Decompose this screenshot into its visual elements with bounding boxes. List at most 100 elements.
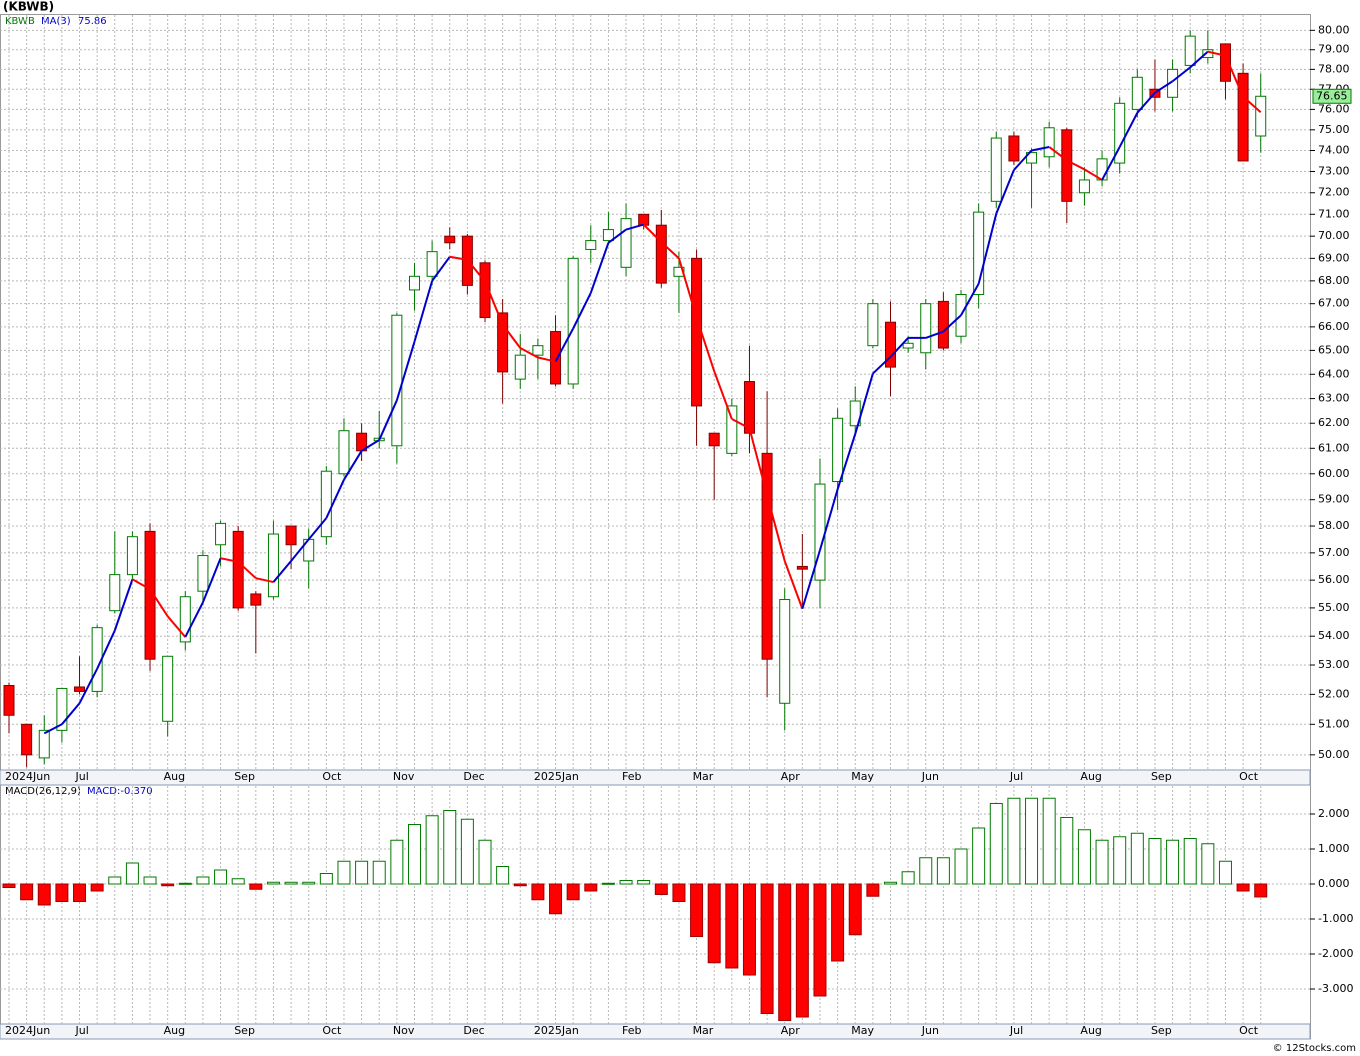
- ma-segment: [466, 259, 486, 283]
- candle-body: [1114, 102, 1126, 164]
- macd-bar: [90, 883, 104, 892]
- y-tick-label: 55.00: [1318, 601, 1350, 614]
- macd-bar: [690, 883, 704, 937]
- candle-body: [779, 599, 791, 704]
- y-tick-label: 69.00: [1318, 251, 1350, 264]
- macd-bar: [1113, 836, 1127, 885]
- candle-body: [1131, 76, 1143, 110]
- macd-bar: [284, 881, 298, 885]
- y-tick-label: 76.00: [1318, 102, 1350, 115]
- macd-bar: [1077, 829, 1091, 885]
- macd-bar: [866, 883, 880, 897]
- ma-segment: [766, 494, 786, 562]
- legend-ma: MA(3): [41, 16, 71, 27]
- macd-bar: [443, 810, 457, 885]
- ma-segment: [695, 317, 716, 372]
- y-tick-label: 1.000: [1318, 842, 1350, 855]
- candle-body: [444, 235, 456, 244]
- candle-body: [1078, 179, 1090, 194]
- y-tick-label: 73.00: [1318, 164, 1350, 177]
- x-tick-label: Jun: [921, 1024, 939, 1037]
- macd-bar: [1095, 839, 1109, 885]
- y-tick-label: 65.00: [1318, 343, 1350, 356]
- candle-body: [179, 596, 191, 643]
- macd-bar: [1218, 860, 1232, 885]
- macd-bar: [478, 839, 492, 885]
- y-tick-label: 61.00: [1318, 441, 1350, 454]
- macd-bar: [707, 883, 721, 964]
- ma-segment: [1031, 145, 1050, 152]
- candle-body: [973, 211, 985, 296]
- macd-bar: [108, 876, 122, 885]
- candle-body: [391, 314, 403, 447]
- ma-segment: [960, 283, 980, 316]
- macd-value-label: MACD:-0.370: [87, 786, 153, 797]
- ma-segment: [484, 281, 504, 325]
- candle-body: [126, 536, 138, 576]
- macd-bar: [795, 883, 809, 1018]
- y-tick-label: 75.00: [1318, 123, 1350, 136]
- ma-segment: [166, 615, 187, 638]
- last-price-box: [1312, 88, 1352, 104]
- ma-segment: [942, 314, 962, 333]
- macd-bar: [2, 883, 16, 888]
- macd-bar: [813, 883, 827, 997]
- y-tick-label: 80.00: [1318, 23, 1350, 36]
- y-tick-label: 58.00: [1318, 519, 1350, 532]
- macd-bar: [319, 873, 333, 885]
- x-tick-label: Apr: [781, 1024, 801, 1037]
- candle-body: [3, 684, 15, 716]
- y-tick-label: 52.00: [1318, 687, 1350, 700]
- y-tick-label: 51.00: [1318, 717, 1350, 730]
- macd-bar: [1236, 883, 1250, 892]
- macd-bar: [742, 883, 756, 976]
- x-tick-label: Mar: [693, 770, 714, 783]
- candle-body: [56, 687, 68, 731]
- ma-segment: [801, 549, 821, 610]
- candle-body: [285, 525, 297, 546]
- macd-bar: [725, 883, 739, 969]
- candle-body: [267, 533, 279, 598]
- macd-bar: [972, 827, 986, 885]
- ma-segment: [307, 517, 328, 541]
- candle-body: [514, 354, 526, 380]
- y-tick-label: 53.00: [1318, 658, 1350, 671]
- y-tick-label: 68.00: [1318, 274, 1350, 287]
- x-tick-label: 2025Jan: [534, 1024, 579, 1037]
- candle-body: [885, 321, 896, 368]
- ma-segment: [607, 228, 627, 244]
- macd-bar: [584, 883, 598, 892]
- macd-bar: [496, 866, 510, 885]
- macd-bar: [1254, 883, 1268, 898]
- legend-ma-value: 75.86: [78, 16, 107, 27]
- macd-bar: [231, 878, 245, 885]
- ma-segment: [519, 347, 539, 359]
- ma-segment: [1118, 112, 1139, 148]
- y-tick-label: 2.000: [1318, 807, 1350, 820]
- macd-bar: [936, 857, 950, 885]
- last-price-label: 76.65: [1316, 89, 1348, 102]
- ma-segment: [395, 341, 416, 401]
- macd-bar: [249, 883, 263, 890]
- ma-segment: [1242, 95, 1262, 113]
- candle-body: [620, 218, 632, 268]
- ma-segment: [361, 439, 380, 452]
- ma-segment: [977, 213, 998, 285]
- candle-body: [21, 723, 33, 756]
- candle-body: [1184, 35, 1196, 66]
- ma-segment: [783, 560, 804, 610]
- y-tick-label: -2.000: [1318, 947, 1353, 960]
- candle-body: [1219, 43, 1231, 82]
- ma-segment: [1136, 92, 1156, 114]
- macd-bar: [919, 857, 933, 885]
- y-tick-label: 72.00: [1318, 186, 1350, 199]
- x-tick-label: Feb: [622, 1024, 641, 1037]
- x-tick-label: May: [851, 770, 874, 783]
- y-tick-label: 63.00: [1318, 392, 1350, 405]
- candle-body: [796, 565, 808, 570]
- ma-segment: [255, 577, 274, 584]
- x-tick-label: Nov: [393, 770, 415, 783]
- x-tick-label: Aug: [1080, 770, 1101, 783]
- x-tick-label: Sep: [1151, 770, 1172, 783]
- ma-segment: [872, 356, 892, 375]
